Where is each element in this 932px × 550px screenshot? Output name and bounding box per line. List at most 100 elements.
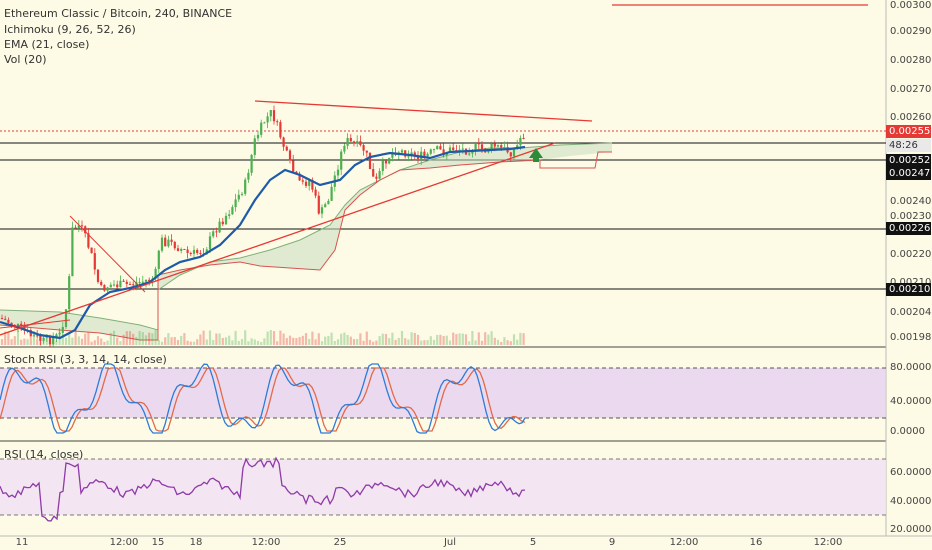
volume-bar xyxy=(80,338,84,345)
volume-bar xyxy=(311,331,314,345)
volume-bar xyxy=(13,336,16,345)
volume-bar xyxy=(138,331,141,345)
level-tag-2527: 0.002527 xyxy=(886,154,932,167)
price-label: 0.002100 xyxy=(890,277,932,288)
volume-bar xyxy=(144,335,148,345)
volume-bar xyxy=(391,332,394,345)
volume-bar xyxy=(221,337,224,345)
volume-bar xyxy=(77,336,80,345)
volume-bar xyxy=(413,332,416,345)
volume-bar xyxy=(503,337,506,345)
candle-body xyxy=(432,149,436,151)
volume-bar xyxy=(442,335,445,345)
volume-bar xyxy=(388,338,391,345)
candle-body xyxy=(512,148,516,157)
volume-bar xyxy=(231,340,234,345)
volume-bar xyxy=(119,341,122,345)
candle-body xyxy=(45,336,48,338)
volume-bar xyxy=(208,330,212,345)
chart-title: Ethereum Classic / Bitcoin, 240, BINANCE xyxy=(4,7,233,20)
volume-bar xyxy=(64,337,68,345)
volume-bar xyxy=(484,332,487,345)
candle-body xyxy=(183,248,186,250)
candle-body xyxy=(429,149,432,154)
volume-bar xyxy=(496,339,500,345)
drawn-line-2[interactable] xyxy=(0,319,71,329)
volume-bar xyxy=(356,339,359,345)
volume-bar xyxy=(244,330,247,345)
candle-body xyxy=(36,335,39,337)
volume-bar xyxy=(282,333,285,345)
volume-bar xyxy=(477,332,480,345)
candle-body xyxy=(77,225,80,229)
drawn-line[interactable] xyxy=(69,215,146,293)
candle-body xyxy=(391,152,394,158)
candle-body xyxy=(439,146,442,150)
volume-bar xyxy=(410,332,413,345)
indicator-ichimoku[interactable]: Ichimoku (9, 26, 52, 26) xyxy=(4,23,136,36)
volume-bar xyxy=(7,332,10,345)
volume-bar xyxy=(416,334,420,345)
descending-trendline[interactable] xyxy=(254,100,593,122)
time-label: 16 xyxy=(749,537,763,548)
volume-bar xyxy=(247,341,250,345)
candle-body xyxy=(263,122,266,124)
volume-bar xyxy=(432,339,436,345)
volume-bar xyxy=(116,337,119,345)
candle-body xyxy=(340,151,343,170)
candle-body xyxy=(196,249,199,253)
candle-body xyxy=(170,239,173,242)
volume-bar xyxy=(212,340,215,345)
candle-body xyxy=(420,151,423,159)
candle-body xyxy=(308,180,311,186)
volume-bar xyxy=(317,333,320,345)
volume-bar xyxy=(464,334,468,345)
stoch-axis-label: 40.0000 xyxy=(890,396,932,407)
volume-bar xyxy=(160,341,164,345)
volume-bar xyxy=(84,333,87,345)
candle-body xyxy=(173,241,176,249)
volume-bar xyxy=(445,335,448,345)
candle-body xyxy=(218,221,221,233)
ichimoku-cloud xyxy=(0,142,613,341)
volume-bar xyxy=(164,337,167,345)
time-label: 18 xyxy=(189,537,203,548)
stoch-rsi-title[interactable]: Stoch RSI (3, 3, 14, 14, close) xyxy=(4,353,167,366)
candle-body xyxy=(119,280,122,288)
volume-bar xyxy=(368,339,372,345)
volume-bar xyxy=(420,340,423,345)
volume-bar xyxy=(352,339,356,345)
volume-bar xyxy=(180,335,183,345)
ascending-trendline[interactable] xyxy=(0,142,556,336)
volume-bar xyxy=(333,340,336,345)
candle-body xyxy=(48,336,52,345)
candle-body xyxy=(32,335,36,337)
level-tag-2470: 0.002470 xyxy=(886,167,932,180)
indicator-volume[interactable]: Vol (20) xyxy=(4,53,47,66)
candle-body xyxy=(7,319,10,323)
volume-bar xyxy=(349,336,352,345)
volume-bar xyxy=(404,338,407,345)
volume-bar xyxy=(256,340,260,345)
candle-body xyxy=(314,189,317,196)
candle-body xyxy=(423,151,426,157)
volume-bar xyxy=(436,334,439,345)
candle-body xyxy=(448,147,452,153)
time-label: 9 xyxy=(608,537,616,548)
volume-bar xyxy=(237,340,240,345)
volume-bar xyxy=(474,340,477,345)
candle-body xyxy=(215,231,218,233)
volume-bar xyxy=(157,339,160,345)
volume-bar xyxy=(260,341,263,345)
volume-bar xyxy=(23,338,26,345)
time-label: 12:00 xyxy=(109,537,139,548)
up-arrow-icon[interactable] xyxy=(529,148,543,162)
volume-bar xyxy=(26,339,29,345)
volume-bar xyxy=(192,341,196,345)
candle-body xyxy=(180,248,183,251)
rsi-title[interactable]: RSI (14, close) xyxy=(4,448,84,461)
indicator-ema[interactable]: EMA (21, close) xyxy=(4,38,90,51)
